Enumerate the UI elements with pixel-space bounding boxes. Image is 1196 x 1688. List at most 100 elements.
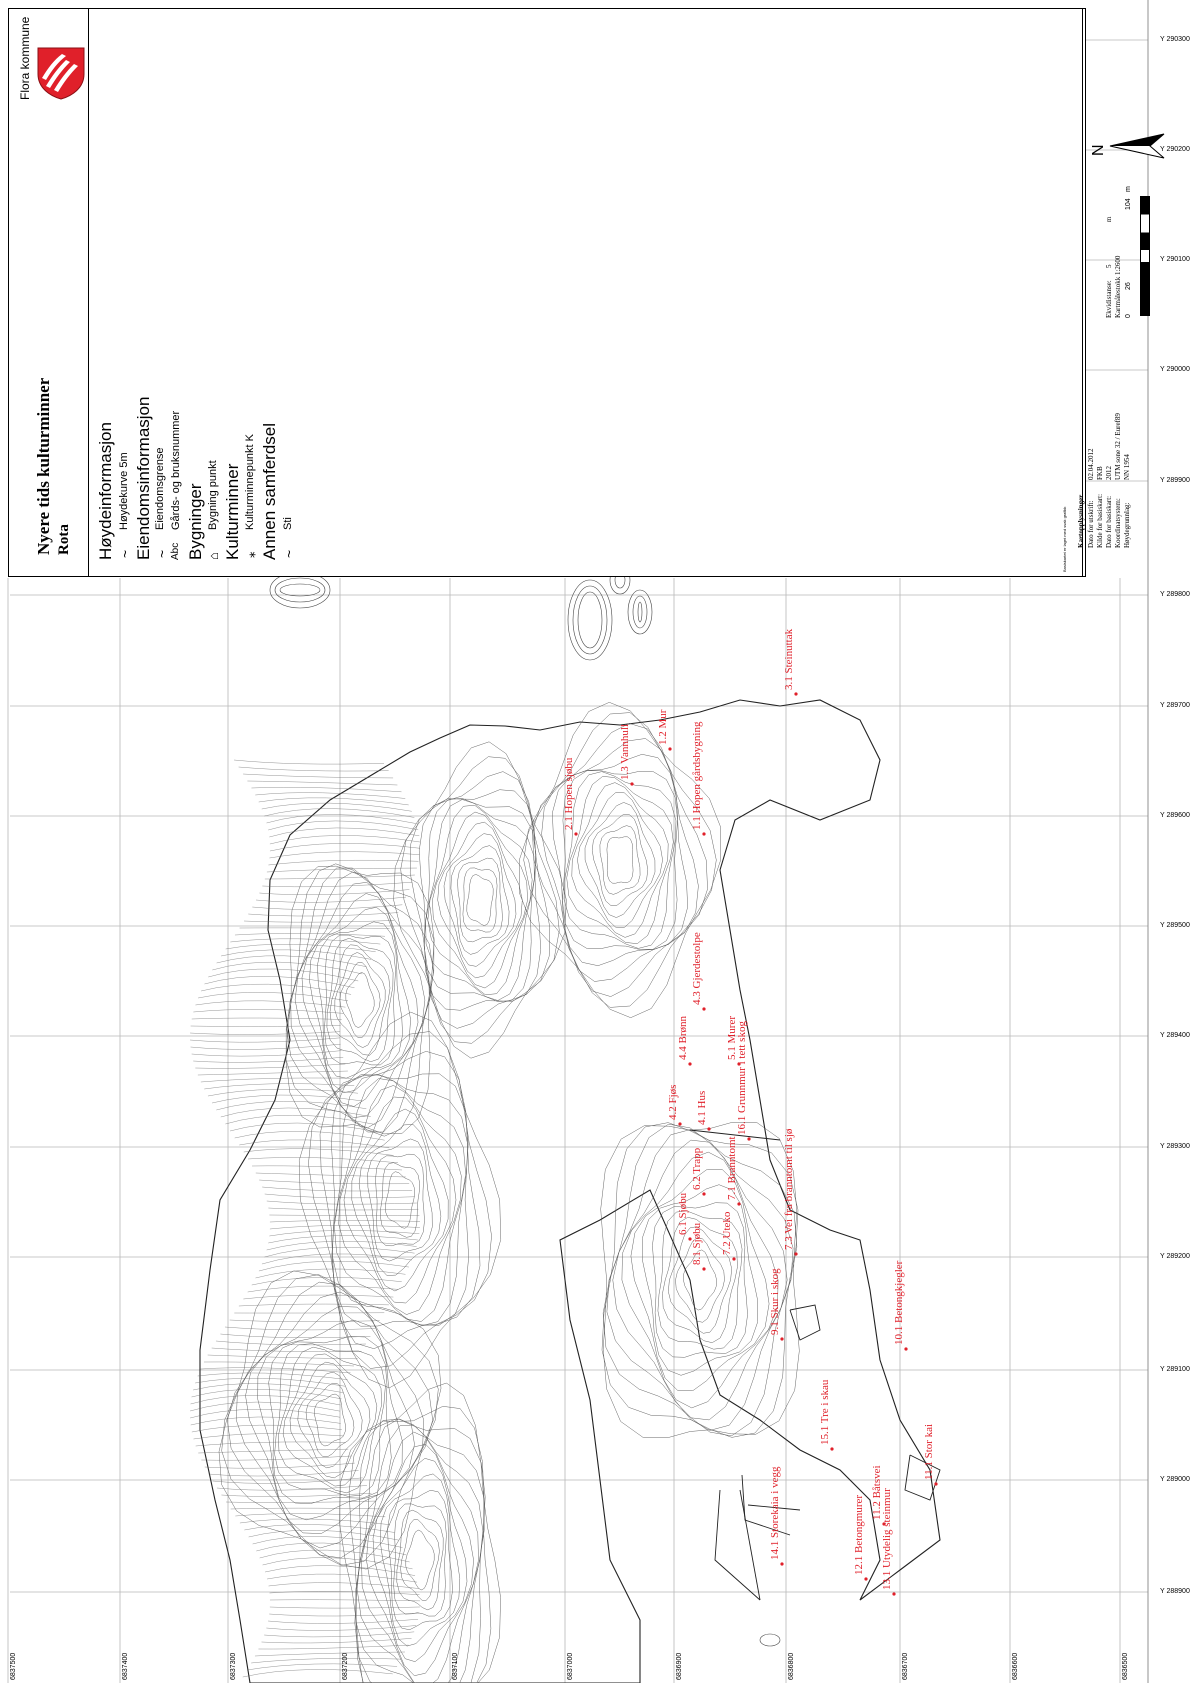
heritage-point-icon [864,1577,867,1580]
heritage-feature-label: 4.2 Fjøs [667,1085,679,1120]
heritage-feature-label: 8.1 Sjøbu [691,1222,703,1265]
heritage-feature-label: 1.2 Mur [657,709,669,745]
legend-item-building: Bygning punkt [207,460,219,530]
y-coordinate-label: Y 290300 [1160,36,1190,43]
y-coordinate-label: Y 289700 [1160,702,1190,709]
y-coordinate-label: Y 289100 [1160,1366,1190,1373]
coat-of-arms-icon [36,46,86,100]
legend-heading-bygninger: Bygninger [186,483,206,560]
info-label: Kilde for basiskart: [1096,494,1104,548]
x-coordinate-label: 6837400 [122,1653,129,1680]
scale-bar-label-104: 104 [1125,198,1132,210]
heritage-point-icon [702,1007,705,1010]
x-coordinate-label: 6837000 [567,1653,574,1680]
info-label: Dato for basiskart: [1105,496,1113,548]
y-coordinate-label: Y 288900 [1160,1588,1190,1595]
heritage-point-icon [794,1252,797,1255]
legend-symbol-gnr: Abc [170,543,181,560]
info-label: Koordinatsystem: [1114,498,1122,548]
heritage-point-icon [780,1337,783,1340]
heritage-feature-label: 3.1 Steinuttak [783,628,795,690]
heritage-feature-label: 1.1 Hopen gårdsbygning [691,721,703,830]
x-coordinate-label: 6836900 [676,1653,683,1680]
heritage-point-icon [934,1482,937,1485]
heritage-point-icon [732,1257,735,1260]
y-coordinate-label: Y 289800 [1160,591,1190,598]
ekvidistanse-unit: m [1105,217,1113,222]
legend-symbol-property-line: ~ [154,550,170,558]
y-coordinate-label: Y 290100 [1160,256,1190,263]
info-value: 02.04.2012 [1087,449,1095,481]
y-coordinate-label: Y 289300 [1160,1143,1190,1150]
map-subtitle: Rota [56,524,73,555]
x-coordinate-label: 6837200 [342,1653,349,1680]
heritage-feature-label: 10.1 Betongkjegler [893,1260,905,1345]
legend-heading-kulturminner: Kulturminner [223,464,243,560]
heritage-feature-label: 11.1 Stor kai [923,1424,935,1480]
title-block-divider-left [88,8,89,577]
heritage-point-icon [780,1562,783,1565]
heritage-point-icon [630,782,633,785]
scale-bar [1140,196,1150,316]
y-coordinate-label: Y 289900 [1160,477,1190,484]
heritage-feature-label: 12.1 Betongmurer [853,1495,865,1575]
heritage-point-icon [702,832,705,835]
x-coordinate-label: 6836600 [1012,1653,1019,1680]
x-coordinate-label: 6837300 [230,1653,237,1680]
heritage-point-icon [904,1347,907,1350]
x-coordinate-label: 6836700 [902,1653,909,1680]
ekvidistanse-value: 5 [1105,265,1113,269]
scale-label: Kartmålestokk 1:2600 [1114,256,1122,318]
title-block-divider-right [1082,8,1083,577]
scale-bar-unit: m [1125,186,1132,192]
heritage-point-icon [688,1062,691,1065]
y-coordinate-label: Y 289500 [1160,922,1190,929]
heritage-point-icon [668,747,671,750]
y-coordinate-label: Y 289600 [1160,812,1190,819]
heritage-feature-label: 7.3 Vei fra branntomt til sjø [783,1128,795,1250]
x-coordinate-label: 6837500 [10,1653,17,1680]
legend-symbol-contour: ~ [117,550,133,558]
heritage-point-icon [702,1267,705,1270]
heritage-point-icon [707,1127,710,1130]
heritage-point-icon [794,692,797,695]
x-coordinate-label: 6837100 [452,1653,459,1680]
heritage-feature-label: 9.1 Skur i skog [769,1268,781,1335]
map-title: Nyere tids kulturminner [34,378,54,555]
info-value: FKB [1096,466,1104,480]
heritage-point-icon [574,832,577,835]
kartopplysninger-heading: Kartopplysninger [1077,495,1085,548]
y-coordinate-label: Y 290200 [1160,146,1190,153]
scale-bar-label-26: 26 [1125,282,1132,290]
x-coordinate-label: 6836800 [788,1653,795,1680]
legend-item-contour: Høydekurve 5m [118,452,130,530]
heritage-feature-label: 16.1 Grunnmur i tett skog [736,1021,748,1135]
y-coordinate-label: Y 289000 [1160,1476,1190,1483]
heritage-point-icon [678,1122,681,1125]
north-arrow-icon [1106,132,1166,160]
heritage-feature-label: 7.2 Uteko [721,1211,733,1255]
x-coordinate-label: 6836500 [1122,1653,1129,1680]
heritage-feature-label: 4.1 Hus [696,1091,708,1125]
heritage-feature-label: 2.1 Hopen sjøbu [563,757,575,830]
legend-item-path: Sti [282,517,294,530]
municipality-name: Flora kommune [18,17,32,100]
y-coordinate-label: Y 290000 [1160,366,1190,373]
basemap-note: Basiskartet er laget med svak grafikk [1062,507,1067,572]
heritage-point-icon [830,1447,833,1450]
info-label: Høydegrunnlag: [1123,503,1131,549]
heritage-feature-label: 13.1 Utydelig steinmur [881,1488,893,1590]
info-label: Dato for utskrift: [1087,501,1095,548]
heritage-feature-label: 4.3 Gjerdestolpe [691,932,703,1005]
legend-item-heritage: Kulturminnepunkt K [244,434,256,530]
heritage-point-icon: ⁎ [243,552,259,559]
heritage-feature-label: 6.1 Sjøbu [677,1192,689,1235]
info-value: 2012 [1105,466,1113,480]
ekvidistanse-label: Ekvidistanse: [1105,280,1113,318]
legend-symbol-path: ~ [281,550,297,558]
info-value: NN 1954 [1123,454,1131,480]
y-coordinate-label: Y 289400 [1160,1032,1190,1039]
legend-heading-hoyde: Høydeinformasjon [96,422,116,560]
heritage-point-icon [747,1137,750,1140]
